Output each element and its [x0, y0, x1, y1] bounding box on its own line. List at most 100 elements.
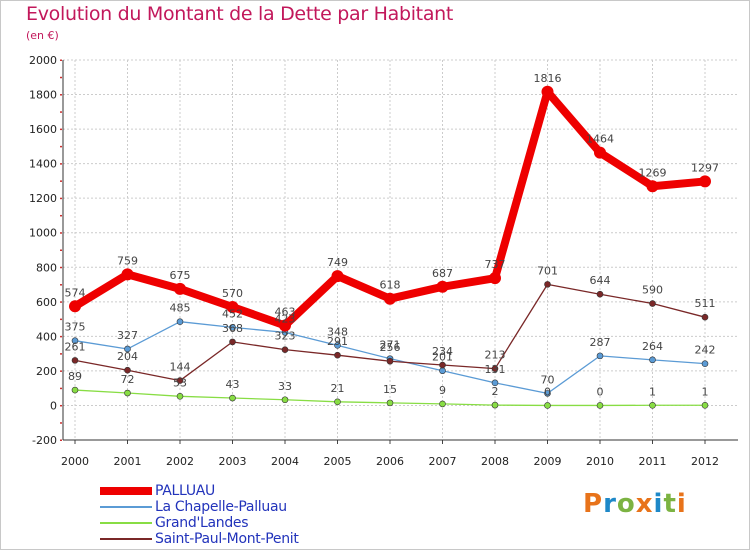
y-minor-tick — [60, 404, 62, 407]
y-minor-tick — [60, 318, 62, 321]
logo-letter: i — [676, 489, 687, 519]
y-tick-label: 0 — [50, 399, 57, 412]
data-label: 291 — [327, 335, 348, 348]
data-point — [121, 268, 134, 281]
data-label: 1464 — [586, 133, 614, 146]
data-point — [334, 351, 341, 359]
data-point — [491, 401, 499, 409]
data-label: 737 — [485, 258, 506, 271]
data-point — [281, 346, 289, 353]
data-label: 131 — [485, 363, 506, 376]
y-tick-label: 1000 — [29, 227, 57, 240]
data-label: 701 — [537, 264, 558, 277]
legend-label: La Chapelle-Palluau — [155, 499, 287, 515]
data-point — [386, 399, 394, 407]
data-point — [649, 356, 656, 364]
data-point — [439, 400, 446, 408]
data-point — [71, 357, 79, 364]
legend-swatch — [100, 487, 152, 495]
data-label: 749 — [327, 256, 348, 269]
grid — [63, 59, 738, 441]
data-label: 204 — [117, 350, 138, 363]
legend-swatch — [100, 506, 152, 508]
x-tick-label: 2005 — [324, 455, 352, 468]
x-tick-label: 2002 — [166, 455, 194, 468]
data-label: 144 — [170, 361, 191, 374]
y-minor-tick — [60, 197, 62, 200]
y-tick-label: 1800 — [29, 89, 57, 102]
data-point — [281, 396, 289, 404]
data-point — [491, 365, 499, 372]
x-tick-label: 2006 — [376, 455, 404, 468]
data-label: 675 — [170, 269, 191, 282]
data-label: 21 — [331, 382, 345, 395]
data-point — [699, 175, 711, 188]
data-point — [701, 313, 709, 321]
y-minor-tick — [60, 111, 62, 113]
x-tick-label: 2004 — [271, 455, 299, 468]
data-label: 1297 — [691, 161, 719, 174]
data-label: 759 — [117, 254, 138, 267]
data-label: 72 — [121, 373, 135, 386]
data-point — [436, 280, 449, 293]
data-label: 0 — [597, 385, 604, 398]
data-label: 375 — [65, 321, 86, 334]
data-point — [71, 337, 79, 344]
data-label: 271 — [380, 339, 401, 352]
data-label: 234 — [432, 345, 453, 358]
data-label: 1 — [649, 385, 656, 398]
y-minor-tick — [60, 128, 62, 131]
data-label: 590 — [642, 284, 663, 297]
data-label: 0 — [544, 385, 551, 398]
data-label: 264 — [642, 340, 663, 353]
x-tick-label: 2012 — [691, 455, 719, 468]
data-label: 261 — [65, 340, 86, 353]
logo-letter: x — [635, 489, 654, 519]
data-label: 452 — [222, 307, 243, 320]
axes: -200020040060080010001200140016001800200… — [29, 54, 738, 468]
y-minor-tick — [60, 387, 62, 390]
data-label: 287 — [590, 336, 611, 349]
data-point — [649, 401, 656, 409]
data-label: 644 — [590, 274, 611, 287]
y-minor-tick — [60, 249, 62, 251]
y-minor-tick — [60, 353, 62, 355]
x-tick-label: 2000 — [61, 455, 89, 468]
data-label: 327 — [117, 329, 138, 342]
data-point — [439, 361, 446, 369]
data-point — [491, 379, 499, 387]
y-tick-label: -200 — [32, 434, 57, 447]
data-label: 53 — [173, 376, 187, 389]
data-labels: 574 759 675 570 463 749 618 687 737 1816 1464 1269 1… — [65, 72, 720, 399]
data-point — [331, 270, 344, 283]
legend-label: Saint-Paul-Mont-Penit — [155, 531, 299, 547]
data-label: 43 — [226, 378, 240, 391]
data-label: 485 — [170, 302, 191, 315]
data-label: 1816 — [534, 72, 562, 85]
data-point — [229, 324, 236, 331]
logo-letter: r — [603, 489, 617, 519]
x-tick-label: 2008 — [481, 455, 509, 468]
data-point — [229, 394, 236, 402]
data-label: 242 — [695, 344, 716, 357]
y-minor-tick — [60, 422, 62, 424]
data-label: 213 — [485, 349, 506, 362]
x-tick-label: 2001 — [114, 455, 142, 468]
y-tick-label: 1600 — [29, 123, 57, 136]
y-minor-tick — [60, 284, 62, 286]
data-point — [594, 146, 606, 159]
data-point — [439, 367, 446, 375]
data-point — [334, 398, 341, 406]
x-tick-label: 2007 — [429, 455, 457, 468]
data-point — [596, 402, 604, 409]
data-point — [596, 352, 604, 360]
data-label: 15 — [383, 383, 397, 396]
data-label: 687 — [432, 267, 453, 280]
logo-letter: o — [616, 489, 636, 519]
data-point — [596, 290, 604, 298]
data-label: 618 — [380, 279, 401, 292]
data-point — [124, 389, 131, 397]
chart-subtitle: (en €) — [26, 29, 59, 42]
chart-title: Evolution du Montant de la Dette par Hab… — [26, 3, 454, 25]
